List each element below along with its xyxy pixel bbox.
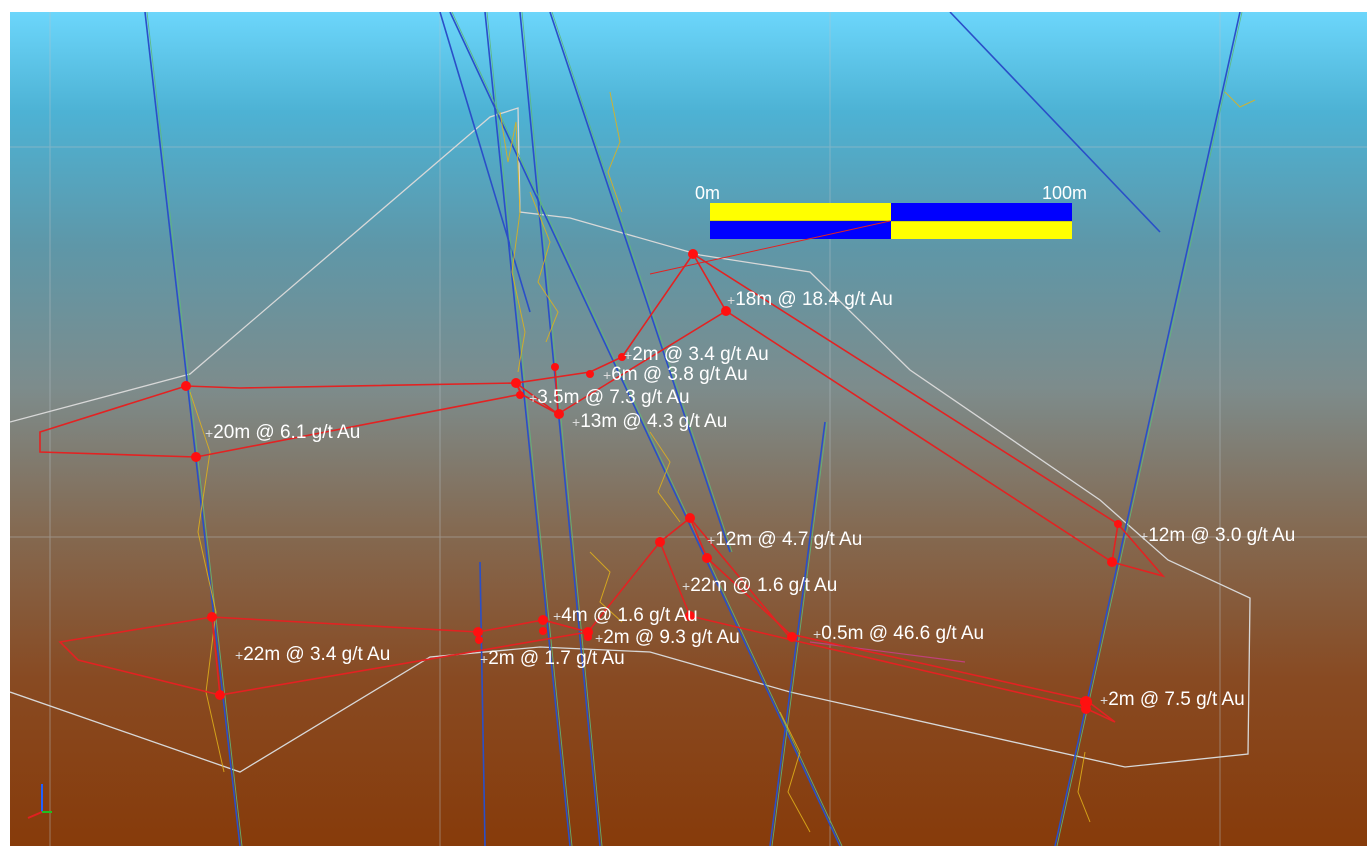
marker (685, 611, 695, 621)
intercept-label: +22m @ 1.6 g/t Au (682, 575, 837, 596)
intercept-label: +12m @ 3.0 g/t Au (1140, 525, 1295, 546)
marker (584, 633, 592, 641)
intercept-labels: +18m @ 18.4 g/t Au +2m @ 3.4 g/t Au +6m … (205, 289, 1295, 710)
intercept-label: +4m @ 1.6 g/t Au (553, 605, 698, 626)
marker (181, 381, 191, 391)
intercept-label: +18m @ 18.4 g/t Au (727, 289, 893, 310)
marker (1107, 557, 1117, 567)
marker (586, 370, 594, 378)
grid (10, 12, 1367, 846)
intercept-label: +0.5m @ 46.6 g/t Au (813, 623, 984, 644)
marker (1114, 520, 1122, 528)
intercept-label: +12m @ 4.7 g/t Au (707, 529, 862, 550)
intercept-label: +13m @ 4.3 g/t Au (572, 411, 727, 432)
intercept-label: +6m @ 3.8 g/t Au (603, 364, 748, 385)
intercept-label: +2m @ 7.5 g/t Au (1100, 689, 1245, 710)
marker (191, 452, 201, 462)
marker (516, 391, 524, 399)
section-view: 0m 100m +18m @ 18.4 g/t Au +2m @ 3.4 g/t… (10, 12, 1367, 846)
marker (688, 249, 698, 259)
marker (539, 627, 547, 635)
marker (473, 627, 483, 637)
marker (511, 378, 521, 388)
axis-triad (27, 784, 52, 819)
scale-bar: 0m 100m (649, 183, 1087, 275)
marker (702, 553, 712, 563)
marker (215, 690, 225, 700)
scale-bar-segment (891, 221, 1072, 239)
marker (1081, 704, 1091, 714)
intercept-label: +22m @ 3.4 g/t Au (235, 644, 390, 665)
marker (787, 632, 797, 642)
3d-viewport[interactable]: 0m 100m +18m @ 18.4 g/t Au +2m @ 3.4 g/t… (10, 12, 1367, 846)
intercept-label: +2m @ 1.7 g/t Au (480, 648, 625, 669)
marker (618, 353, 626, 361)
assay-traces (189, 91, 1256, 833)
marker (721, 306, 731, 316)
scale-bar-segment (710, 221, 891, 239)
marker (551, 363, 559, 371)
marker (538, 615, 548, 625)
pit-outline (10, 107, 1251, 773)
scale-bar-segment (710, 203, 891, 221)
intercept-markers (181, 249, 1122, 714)
ore-body-outlines (39, 253, 1166, 723)
intercept-label: +20m @ 6.1 g/t Au (205, 422, 360, 443)
marker (475, 636, 483, 644)
intercept-label: +2m @ 9.3 g/t Au (595, 627, 740, 648)
intercept-label: +3.5m @ 7.3 g/t Au (529, 387, 690, 408)
marker (685, 513, 695, 523)
intercept-label: +2m @ 3.4 g/t Au (624, 344, 769, 365)
marker (655, 537, 665, 547)
scale-bar-segment (891, 203, 1072, 221)
ore-trace (809, 641, 966, 663)
marker (207, 612, 217, 622)
scale-bar-start-label: 0m (695, 183, 720, 203)
marker (554, 409, 564, 419)
scale-bar-end-label: 100m (1042, 183, 1087, 203)
